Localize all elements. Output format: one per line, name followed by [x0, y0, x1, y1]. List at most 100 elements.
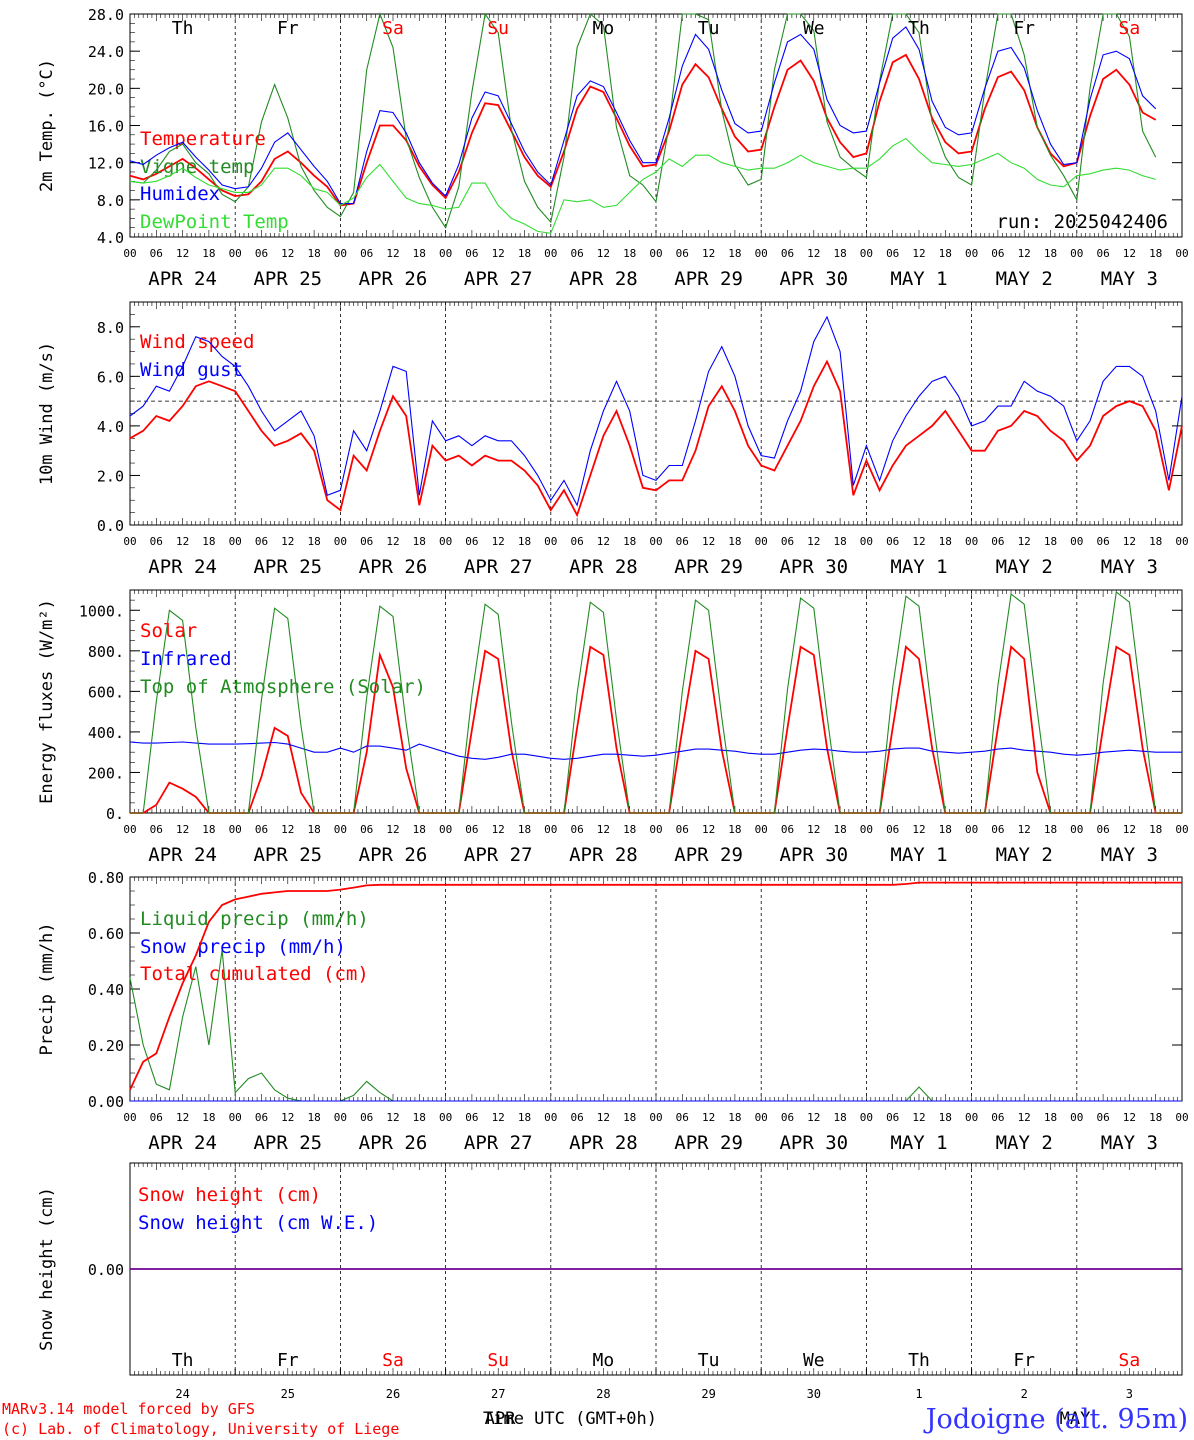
x-hour-label: 12 [597, 823, 610, 836]
x-hour-label: 18 [939, 535, 952, 548]
x-hour-label: 18 [939, 1111, 952, 1124]
x-date-label: APR 28 [569, 844, 638, 866]
y-tick-label: 0.60 [88, 925, 124, 943]
panel-4: 0.00 0.20 0.40 0.60 0.80 Precip (mm/h) Liquid … [37, 869, 1189, 1154]
plot-frame [129, 589, 1183, 814]
weekday-label: Th [908, 18, 930, 39]
x-hour-label: 00 [123, 535, 136, 548]
x-hour-label: 12 [1123, 535, 1136, 548]
panel-1: 4.0 8.0 12.0 16.0 20.0 24.0 28.0 2m Temp. (°C) T… [37, 6, 1189, 290]
day-number-label: 28 [596, 1387, 610, 1401]
x-hour-label: 00 [965, 1111, 978, 1124]
y-tick-label: 12.0 [88, 155, 124, 173]
y-tick-label: 28.0 [88, 6, 124, 24]
weekday-label: Tu [698, 18, 720, 39]
x-date-label: MAY 3 [1101, 556, 1158, 578]
x-hour-label: 00 [334, 535, 347, 548]
x-hour-label: 00 [544, 535, 557, 548]
x-hour-label: 12 [492, 1111, 505, 1124]
y-tick-label: 2.0 [97, 467, 124, 485]
day-number-label: 30 [807, 1387, 821, 1401]
x-hour-label: 18 [1149, 247, 1162, 260]
x-hour-label: 12 [702, 1111, 715, 1124]
x-hour-label: 18 [413, 535, 426, 548]
x-hour-label: 00 [860, 247, 873, 260]
credit-line-1: MARv3.14 model forced by GFS [2, 1400, 255, 1418]
x-hour-label: 00 [860, 1111, 873, 1124]
x-hour-label: 06 [1096, 823, 1109, 836]
x-hour-label: 06 [150, 535, 163, 548]
day-number-label: 25 [281, 1387, 295, 1401]
x-hour-label: 00 [755, 1111, 768, 1124]
legend-entry: Infrared [140, 648, 232, 670]
x-hour-label: 06 [150, 247, 163, 260]
day-number-label: 26 [386, 1387, 400, 1401]
x-hour-label: 06 [991, 535, 1004, 548]
y-tick-label: 0.20 [88, 1037, 124, 1055]
x-hour-label: 12 [1018, 247, 1031, 260]
x-hour-label: 06 [676, 823, 689, 836]
weekday-label: Su [487, 1350, 509, 1371]
y-tick-label: 8.0 [97, 319, 124, 337]
series-line-infrared [129, 741, 1182, 760]
x-date-label: MAY 3 [1101, 268, 1158, 290]
x-hour-label: 12 [1123, 823, 1136, 836]
x-hour-label: 00 [965, 535, 978, 548]
x-hour-label: 18 [518, 247, 531, 260]
x-hour-label: 12 [807, 1111, 820, 1124]
x-hour-label: 00 [860, 823, 873, 836]
x-date-label: APR 29 [674, 268, 743, 290]
x-hour-label: 18 [623, 535, 636, 548]
x-hour-label: 12 [281, 535, 294, 548]
x-hour-label: 18 [728, 1111, 741, 1124]
x-hour-label: 18 [413, 247, 426, 260]
x-hour-label: 18 [939, 823, 952, 836]
x-hour-label: 06 [465, 1111, 478, 1124]
station-name: Jodoigne (alt. 95m) [923, 1404, 1188, 1435]
x-hour-label: 12 [281, 247, 294, 260]
y-tick-label: 0.80 [88, 869, 124, 887]
x-hour-label: 12 [1018, 535, 1031, 548]
legend-entry: Temperature [140, 128, 266, 150]
weekday-label: Su [487, 18, 509, 39]
x-hour-label: 00 [334, 247, 347, 260]
series-line-wind-speed [129, 359, 1183, 518]
x-hour-label: 12 [281, 823, 294, 836]
x-hour-label: 00 [439, 1111, 452, 1124]
x-hour-label: 18 [307, 247, 320, 260]
x-hour-label: 18 [202, 247, 215, 260]
x-hour-label: 00 [439, 535, 452, 548]
panel-5: 0.00 Snow height (cm) Snow height (cm) Snow… [37, 1162, 1183, 1401]
x-hour-label: 18 [623, 247, 636, 260]
run-label: run: 2025042406 [996, 211, 1168, 233]
plot-frame [129, 301, 1183, 526]
day-number-label: 27 [491, 1387, 505, 1401]
x-date-label: MAY 2 [996, 1132, 1053, 1154]
x-hour-label: 06 [991, 823, 1004, 836]
x-hour-label: 06 [886, 535, 899, 548]
x-hour-label: 18 [202, 823, 215, 836]
x-hour-label: 00 [439, 247, 452, 260]
weekday-label: Th [172, 18, 194, 39]
y-tick-label: 4.0 [97, 418, 124, 436]
series-line-temperature [129, 53, 1157, 207]
overlap-month-label: APR [485, 1409, 516, 1429]
x-hour-label: 06 [150, 1111, 163, 1124]
series-line-vigne-temp [129, 12, 1157, 229]
x-hour-label: 18 [518, 823, 531, 836]
x-date-label: APR 24 [148, 1132, 217, 1154]
x-date-label: MAY 1 [890, 268, 947, 290]
legend-entry: Humidex [140, 183, 220, 205]
x-date-label: APR 27 [464, 268, 533, 290]
x-hour-label: 06 [676, 247, 689, 260]
x-hour-label: 12 [1018, 1111, 1031, 1124]
x-hour-label: 18 [728, 535, 741, 548]
x-hour-label: 12 [597, 535, 610, 548]
x-hour-label: 00 [334, 823, 347, 836]
x-hour-label: 18 [1149, 1111, 1162, 1124]
x-hour-label: 00 [229, 1111, 242, 1124]
x-date-label: APR 28 [569, 556, 638, 578]
x-hour-label: 12 [492, 823, 505, 836]
x-hour-label: 18 [518, 535, 531, 548]
